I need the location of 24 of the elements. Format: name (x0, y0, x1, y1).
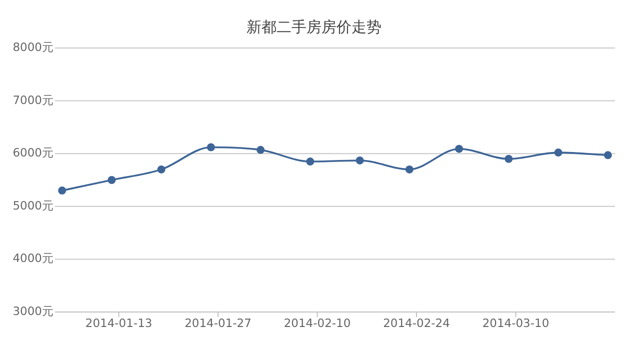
point (157, 165, 166, 174)
point (108, 176, 116, 184)
point (604, 151, 612, 160)
point (356, 156, 364, 164)
point (504, 154, 513, 163)
y-tick-label: 5000元 (12, 198, 54, 212)
x-tick-label: 2014-02-10 (284, 316, 351, 330)
point (554, 148, 562, 157)
y-tick-label: 4000元 (12, 251, 54, 266)
x-tick-label: 2014-01-27 (184, 316, 252, 330)
x-tick-label: 2014-02-24 (383, 316, 450, 330)
point (455, 144, 464, 153)
x-tick-label: 2014-03-10 (482, 316, 550, 330)
y-tick-label: 6000元 (12, 146, 54, 160)
y-tick-label: 8000元 (12, 40, 54, 54)
point (306, 158, 314, 166)
x-tick-label: 2014-01-13 (85, 316, 152, 330)
chart-title: 新都二手房房价走势 (246, 18, 382, 36)
point (256, 146, 265, 154)
y-tick-label: 7000元 (12, 92, 54, 107)
point (405, 165, 414, 174)
point (58, 186, 66, 195)
point (206, 143, 215, 152)
y-tick-label: 3000元 (12, 304, 54, 318)
